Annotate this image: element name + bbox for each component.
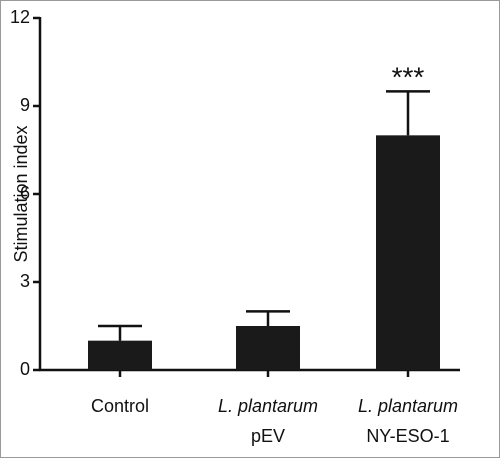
- significance-label: ***: [392, 62, 425, 93]
- y-axis-label: Stimulation index: [11, 125, 31, 262]
- bar: [236, 326, 300, 370]
- x-tick-label: L. plantarum: [218, 396, 318, 416]
- x-tick-label: L. plantarum: [358, 396, 458, 416]
- y-tick-label: 9: [20, 95, 30, 115]
- y-tick-label: 3: [20, 271, 30, 291]
- y-tick-label: 6: [20, 183, 30, 203]
- x-tick-label: NY-ESO-1: [366, 426, 449, 446]
- bar: [88, 340, 152, 370]
- y-tick-label: 0: [20, 359, 30, 379]
- y-tick-label: 12: [10, 7, 30, 27]
- bar: [376, 135, 440, 370]
- x-tick-label: Control: [91, 396, 149, 416]
- x-tick-label: pEV: [251, 426, 285, 446]
